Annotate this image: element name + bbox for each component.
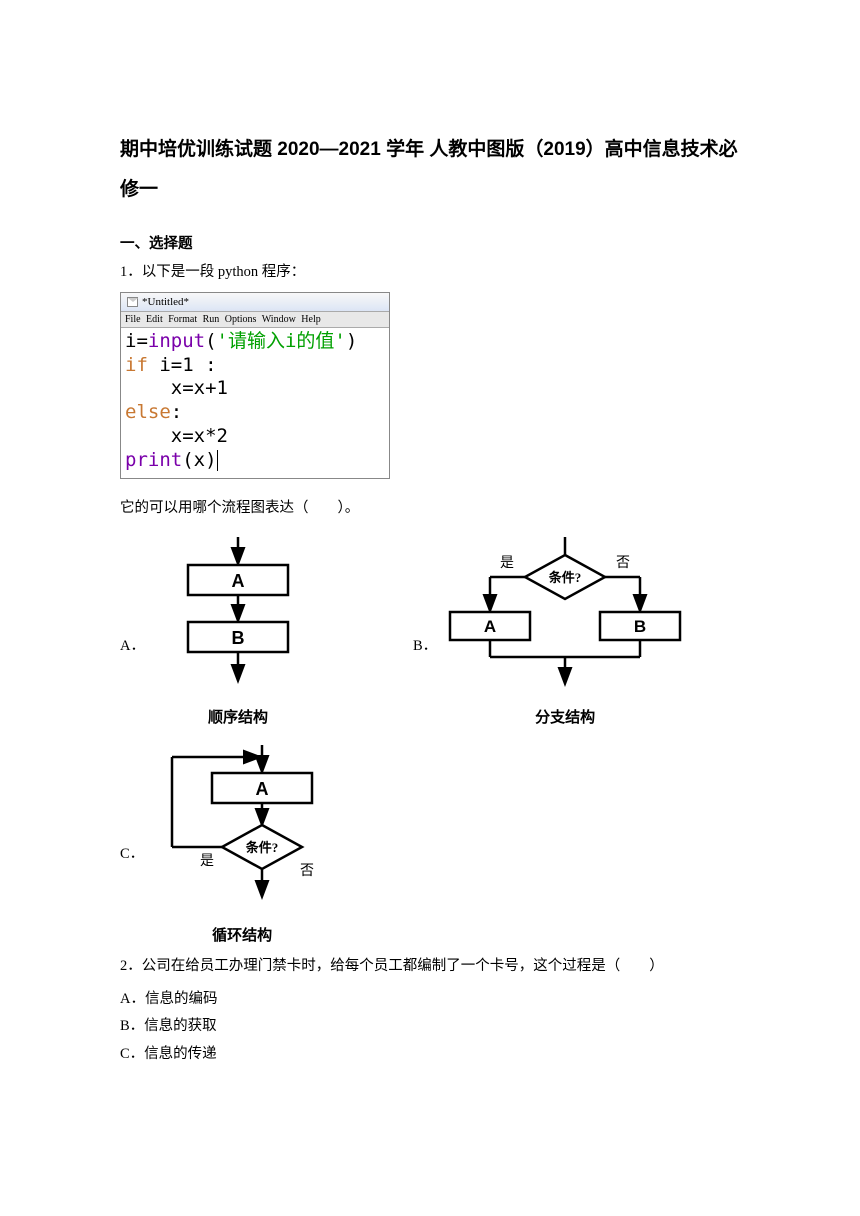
flowchart-c-caption: 循环结构 [152, 924, 332, 945]
code-window-title: *Untitled* [142, 296, 189, 308]
document-title: 期中培优训练试题 2020—2021 学年 人教中图版（2019）高中信息技术必… [120, 130, 740, 210]
code-window-titlebar: *Untitled* [121, 293, 389, 312]
svg-text:B: B [231, 628, 244, 648]
flowchart-row-2: C． A 条件? 是 否 循环结构 [120, 745, 740, 945]
svg-text:条件?: 条件? [246, 840, 279, 855]
flowchart-sequential: A B 顺序结构 [153, 537, 323, 727]
q2-option-a: A．信息的编码 [120, 986, 740, 1014]
flowchart-b-caption: 分支结构 [445, 706, 685, 727]
cursor-icon [217, 450, 218, 471]
svg-text:是: 是 [200, 854, 214, 869]
section-header: 一、选择题 [120, 232, 740, 253]
code-text: i=1 : [159, 354, 216, 376]
option-a-label: A． [120, 634, 145, 727]
flowchart-a-caption: 顺序结构 [153, 706, 323, 727]
code-text: ) [346, 330, 357, 352]
option-c-label: C． [120, 842, 144, 945]
svg-text:否: 否 [616, 556, 630, 571]
code-content: i=input('请输入i的值') if i=1 : x=x+1 else: x… [121, 328, 389, 479]
q2-option-b: B．信息的获取 [120, 1013, 740, 1041]
code-keyword: else [125, 401, 171, 423]
svg-text:否: 否 [300, 864, 314, 879]
flowchart-loop: A 条件? 是 否 循环结构 [152, 745, 332, 945]
code-text: : [171, 401, 182, 423]
code-text: x=x*2 [125, 425, 385, 449]
file-icon [127, 297, 138, 307]
q2-options: A．信息的编码 B．信息的获取 C．信息的传递 [120, 986, 740, 1069]
code-keyword: if [125, 354, 159, 376]
code-text: ( [205, 330, 216, 352]
code-text: x=x+1 [125, 377, 385, 401]
code-func: input [148, 330, 205, 352]
svg-text:是: 是 [500, 556, 514, 571]
svg-text:B: B [634, 617, 646, 636]
q1-prompt: 1．以下是一段 python 程序： [120, 261, 740, 284]
flowchart-row-1: A． A B 顺序结构 B． 条件? 是 否 [120, 537, 740, 727]
code-text: (x) [182, 449, 216, 471]
q2-prompt: 2．公司在给员工办理门禁卡时，给每个员工都编制了一个卡号，这个过程是（ ） [120, 955, 740, 978]
q2-option-c: C．信息的传递 [120, 1041, 740, 1069]
svg-text:A: A [484, 617, 496, 636]
q1-subprompt: 它的可以用哪个流程图表达（ ）。 [120, 497, 740, 520]
svg-text:A: A [231, 571, 244, 591]
code-func: print [125, 449, 182, 471]
code-text: i= [125, 330, 148, 352]
code-window: *Untitled* File Edit Format Run Options … [120, 292, 390, 480]
flowchart-branch: 条件? 是 否 A B 分支结构 [445, 537, 685, 727]
svg-text:条件?: 条件? [549, 570, 582, 585]
svg-text:A: A [256, 779, 269, 799]
code-string: '请输入i的值' [217, 330, 346, 352]
code-window-menubar: File Edit Format Run Options Window Help [121, 312, 389, 328]
option-b-label: B． [413, 634, 437, 727]
